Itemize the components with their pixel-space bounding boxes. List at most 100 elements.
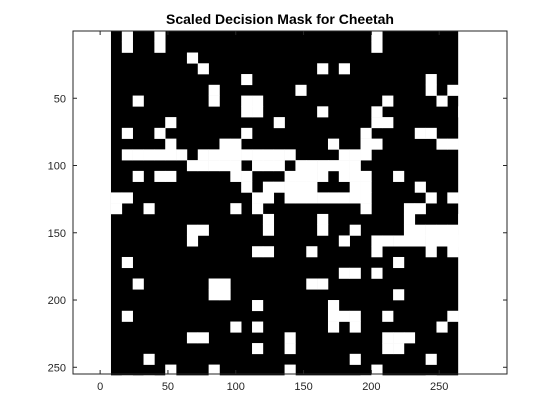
heatmap-cell [208,364,220,376]
heatmap-cell [241,127,253,139]
x-tick-label: 0 [97,381,103,393]
heatmap-cell [458,235,470,247]
heatmap-cell [262,160,275,172]
heatmap-cell [143,375,155,387]
heatmap-cell [197,224,209,236]
heatmap-cell [382,95,394,107]
heatmap-cell [165,117,177,129]
heatmap-cell [327,300,340,312]
heatmap-cell [349,170,361,182]
heatmap-cell [186,160,199,172]
y-tick-label: 50 [54,93,66,105]
heatmap-cell [219,278,231,290]
heatmap-cell [317,106,329,118]
heatmap-cell [327,160,340,172]
heatmap-cell [295,181,307,193]
heatmap-cell [371,41,383,53]
heatmap-cell [143,203,155,215]
heatmap-cell [414,127,426,139]
x-tick-label: 50 [162,381,174,393]
heatmap-cell [469,353,481,365]
heatmap-cell [252,300,264,312]
heatmap-cell [338,160,350,172]
heatmap-cell [436,321,448,333]
heatmap-cell [197,63,209,75]
heatmap-cell [317,170,329,182]
heatmap-cell [132,149,144,161]
heatmap-cell [252,246,264,258]
heatmap-cell [208,84,220,96]
heatmap-cell [349,192,361,204]
heatmap-cell [447,192,459,204]
heatmap-cell [338,192,350,204]
y-tick-label: 100 [48,161,66,173]
heatmap-cell [360,127,372,139]
heatmap-cell [284,181,296,193]
heatmap-cell [317,63,329,75]
heatmap-cell [208,95,220,107]
heatmap-cell [154,149,166,161]
heatmap-cell [295,192,307,204]
heatmap-cell [252,192,264,204]
heatmap-cell [306,192,318,204]
heatmap-cell [208,289,220,301]
heatmap-cell [197,332,209,344]
heatmap-cell [284,192,296,204]
heatmap-cell [197,149,209,161]
heatmap-cell [371,235,383,247]
heatmap-cell [252,321,264,333]
heatmap-cell [327,138,340,150]
x-tick-label: 150 [294,381,312,393]
heatmap-cell [349,181,361,193]
heatmap-cell [414,235,426,247]
heatmap-cell [262,246,275,258]
x-tick-label: 250 [430,381,448,393]
heatmap-cell [447,310,459,322]
heatmap-cell [121,127,133,139]
heatmap-cell [479,300,492,312]
heatmap-cell [360,192,372,204]
heatmap-cell [414,181,426,193]
heatmap-cell [230,160,242,172]
heatmap-cell [186,224,199,236]
heatmap-cell [393,343,405,355]
heatmap-cell [262,192,275,204]
heatmap-cell [447,246,459,258]
heatmap-cell [165,149,177,161]
heatmap-cell [121,149,133,161]
heatmap-cell [327,192,340,204]
heatmap-cell [241,95,253,107]
heatmap-cell [447,235,459,247]
heatmap-cell [425,127,437,139]
heatmap-cell [338,63,350,75]
heatmap-cell [338,149,350,161]
x-tick-label: 200 [362,381,380,393]
heatmap-cell [393,332,405,344]
heatmap-cell [252,343,264,355]
heatmap-cell [252,160,264,172]
axis-ticks: 0 50 100 150 200 250 50 100 150 200 250 [48,31,507,393]
heatmap-cell [447,224,459,236]
heatmap-cell [252,106,264,118]
heatmap-cell [154,127,166,139]
heatmap-cell [230,149,242,161]
heatmap-cell [349,160,361,172]
heatmap-cell [132,278,144,290]
heatmap-cell [284,343,296,355]
heatmap-cell [371,138,383,150]
heatmap-cell [208,160,220,172]
heatmap-cell [186,332,199,344]
heatmap-cell [241,181,253,193]
heatmap-cell [349,310,361,322]
heatmap-cell [393,170,405,182]
heatmap-cell [317,278,329,290]
heatmap-cell [360,181,372,193]
heatmap-cell [371,364,383,376]
heatmap-cell [241,149,253,161]
heatmap-cell [360,375,372,387]
heatmap-cell [295,84,307,96]
heatmap-cell [230,321,242,333]
heatmap-cell [262,149,275,161]
heatmap-cell [403,224,416,236]
